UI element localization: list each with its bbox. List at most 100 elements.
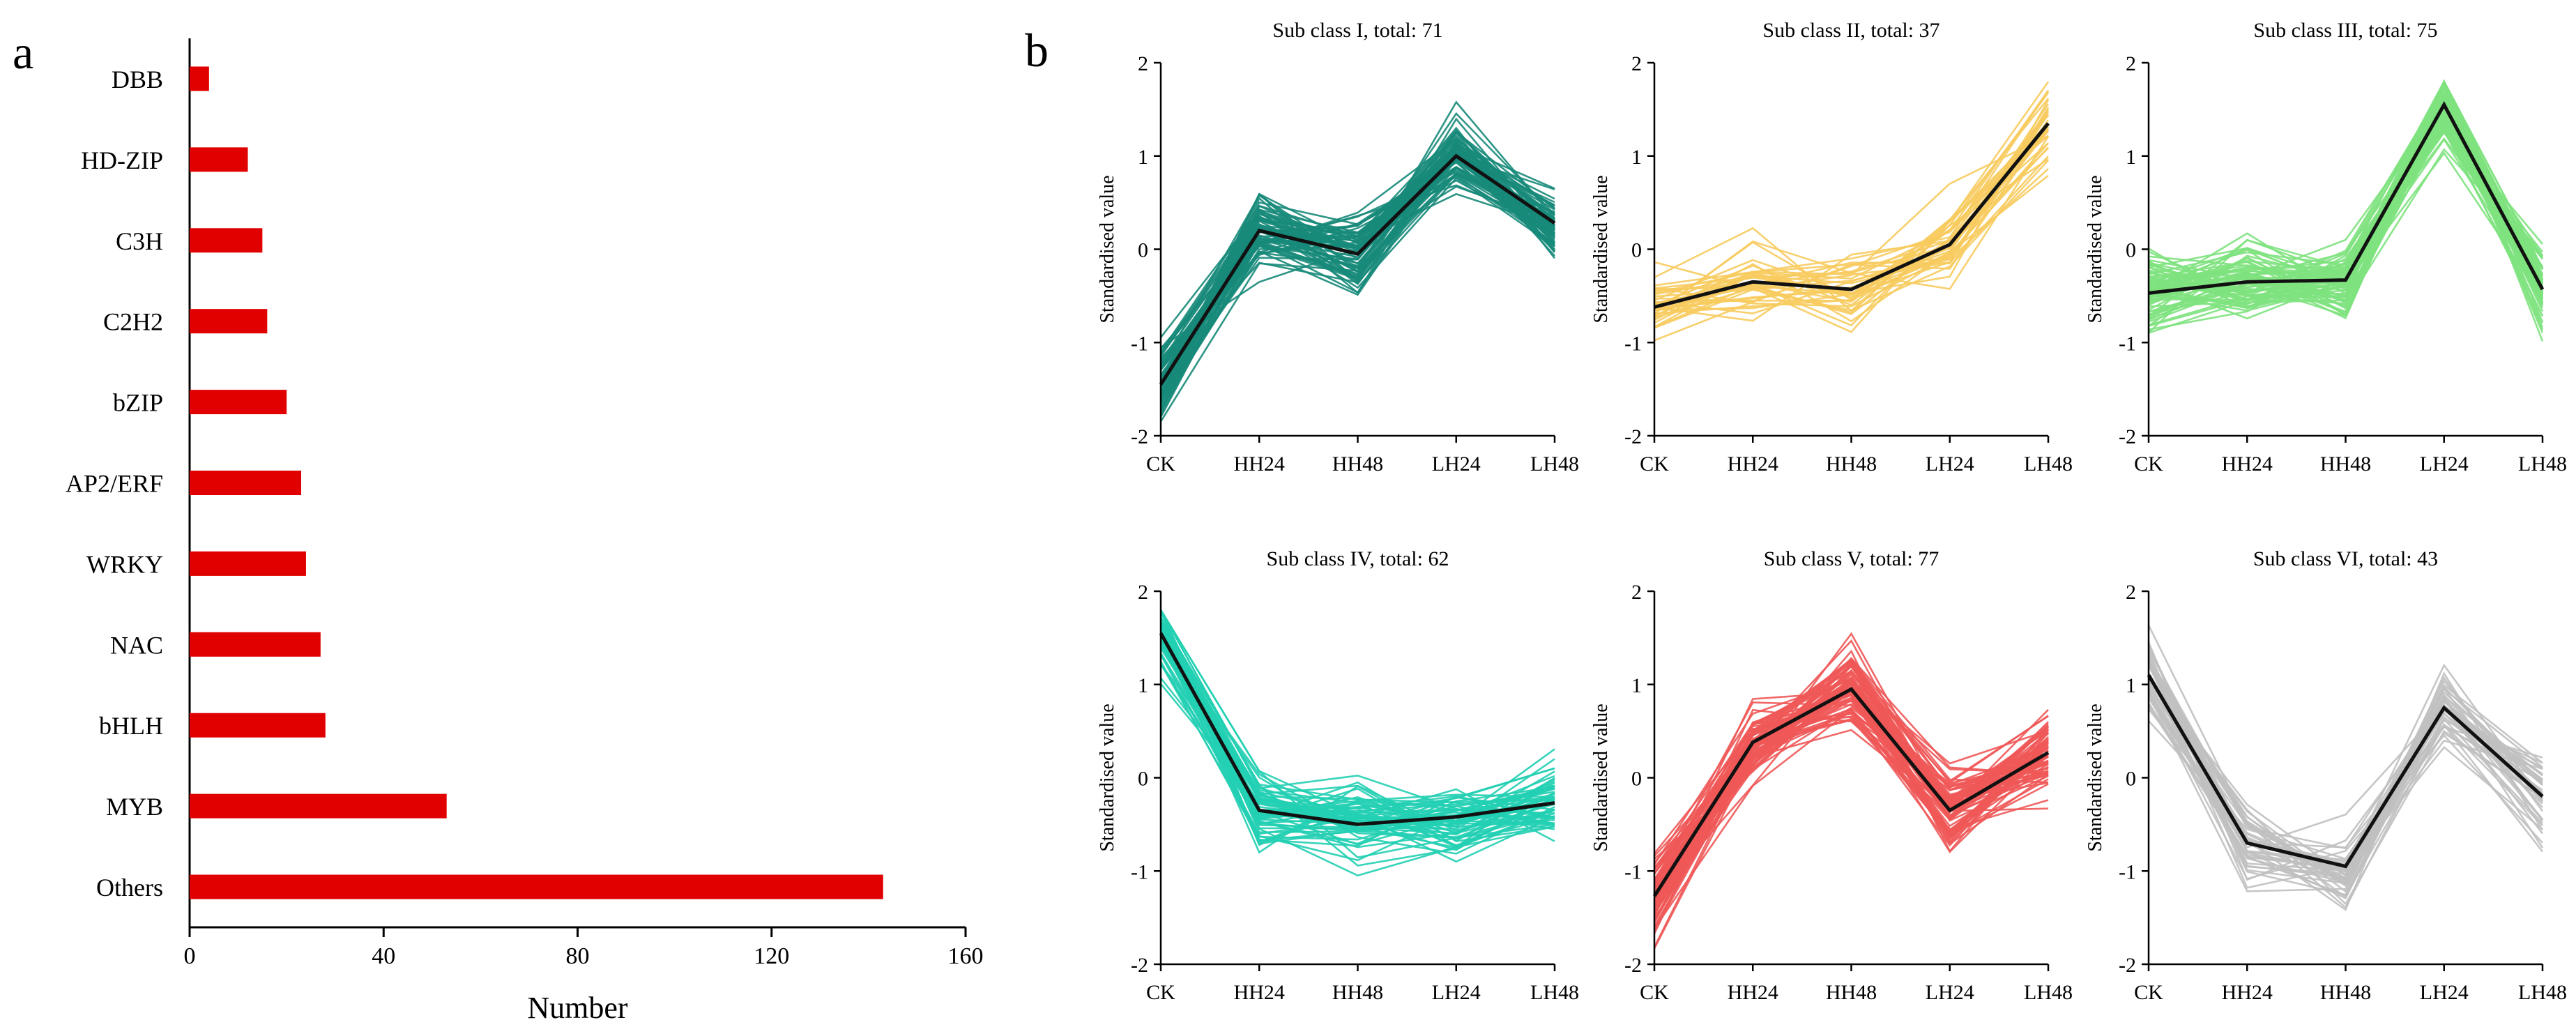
profile-line (1159, 641, 1555, 855)
x-tick-label-ck: CK (2134, 452, 2163, 476)
profile-line (1159, 144, 1555, 380)
x-tick-label-lh24: LH24 (1432, 452, 1481, 476)
y-tick-label: -2 (2119, 425, 2136, 448)
bar-ap2-erf (190, 471, 301, 495)
y-tick-label: -2 (1131, 954, 1148, 977)
y-tick-label: 0 (2126, 239, 2136, 262)
subplot-6: -2 -1 0 1 2 CK HH24 HH48 LH24 LH48 Sub class VI, t… (2085, 547, 2567, 1004)
profile-line (1653, 699, 2049, 914)
subplot-3: -2 -1 0 1 2 CK HH24 HH48 LH24 LH48 Sub class III, … (2085, 19, 2567, 476)
y-tick-label: 2 (1138, 52, 1148, 75)
profile-line (1653, 719, 2049, 915)
profile-line (1159, 126, 1556, 402)
subplot-5: -2 -1 0 1 2 CK HH24 HH48 LH24 LH48 Sub class V, to… (1590, 547, 2073, 1004)
x-tick-label-hh48: HH48 (1826, 452, 1877, 476)
profile-line (2148, 79, 2544, 289)
line-chart-grid-panel-b: -2 -1 0 1 2 CK HH24 HH48 LH24 LH48 Sub class I, to… (1097, 19, 2567, 1004)
bar-bzip (190, 390, 287, 415)
y-tick-label: -2 (2119, 954, 2136, 977)
profile-line (1653, 632, 2049, 896)
mean-line-2 (1654, 122, 2050, 309)
profile-line (1654, 678, 2049, 857)
profile-line (1159, 179, 1555, 356)
bar-bhlh (190, 713, 326, 738)
x-tick-label-lh48: LH48 (1530, 452, 1579, 476)
profile-lines-3 (2148, 79, 2544, 342)
profile-line (1654, 124, 2050, 342)
x-axis-title: Number (527, 991, 628, 1025)
profile-line (1653, 657, 2049, 920)
profile-line (2147, 683, 2543, 876)
bar-label-nac: NAC (110, 631, 163, 659)
x-tick-label-ck: CK (1146, 981, 1175, 1004)
subplot-title-2: Sub class II, total: 37 (1762, 19, 1939, 42)
bar-others (190, 874, 883, 899)
profile-line (1159, 663, 1555, 862)
profile-line (2147, 687, 2543, 882)
y-tick-label: -1 (2119, 332, 2136, 355)
profile-line (1654, 114, 2050, 315)
x-tick-label-hh48: HH48 (2320, 981, 2371, 1004)
profile-line (2148, 94, 2544, 305)
profile-line (1653, 715, 2049, 894)
profile-line (1159, 172, 1555, 423)
subplot-title-6: Sub class VI, total: 43 (2253, 547, 2438, 570)
y-tick-label: 0 (2126, 768, 2136, 791)
mean-line-4 (1159, 632, 1555, 826)
profile-line (1654, 130, 2050, 307)
x-tick-label-lh24: LH24 (1926, 452, 1974, 476)
profile-line (1654, 168, 2049, 310)
bar-myb (190, 793, 447, 819)
profile-line (1159, 616, 1555, 832)
y-tick-label: 2 (2126, 52, 2136, 75)
profile-lines-1 (1159, 100, 1556, 423)
x-tick-label-120: 120 (754, 943, 789, 969)
y-tick-label: -2 (1624, 425, 1642, 448)
x-tick-label-ck: CK (1146, 452, 1175, 476)
x-tick-label-lh24: LH24 (1926, 981, 1974, 1004)
x-tick-label-hh48: HH48 (1332, 981, 1383, 1004)
profile-line (1159, 609, 1555, 843)
y-tick-label: -2 (1624, 954, 1642, 977)
x-tick-label-ck: CK (1640, 981, 1669, 1004)
x-tick-label-hh48: HH48 (1826, 981, 1877, 1004)
x-tick-label-hh24: HH24 (1728, 452, 1778, 476)
x-tick-label-hh48: HH48 (1332, 452, 1383, 476)
x-tick-label-lh48: LH48 (2518, 452, 2567, 476)
y-tick-label: 2 (2126, 581, 2136, 604)
bar-chart-panel-a: DBB HD-ZIP C3H C2H2 bZIP AP2/ERF WRKY NAC bHLH MY… (66, 38, 984, 1025)
profile-line (1159, 630, 1555, 821)
profile-line (1159, 623, 1555, 836)
x-tick-label-hh24: HH24 (1728, 981, 1778, 1004)
y-tick-label: 1 (2126, 146, 2136, 169)
y-tick-label: -2 (1131, 425, 1148, 448)
profile-line (1159, 154, 1555, 363)
y-axis-title: Standardised value (1097, 175, 1118, 323)
profile-line (1159, 609, 1555, 859)
subplot-2: -2 -1 0 1 2 CK HH24 HH48 LH24 LH48 Sub class II, t… (1590, 19, 2073, 476)
profile-line (1159, 609, 1555, 816)
profile-line (1159, 618, 1555, 840)
mean-line-5 (1652, 687, 2050, 897)
bar-label-c2h2: C2H2 (103, 308, 163, 336)
profile-line (2148, 119, 2544, 297)
y-tick-label: -1 (1131, 860, 1148, 883)
y-tick-label: -1 (1624, 332, 1642, 355)
panel-letter-a: a (13, 26, 33, 79)
mean-line-6 (2147, 674, 2544, 869)
y-tick-label: -1 (2119, 860, 2136, 883)
y-tick-label: 0 (1631, 768, 1642, 791)
y-tick-label: 2 (1631, 52, 1642, 75)
profile-lines-2 (1654, 81, 2050, 342)
profile-line (2147, 664, 2543, 893)
bar-hd-zip (190, 147, 248, 172)
profile-line (1653, 706, 2049, 908)
x-tick-label-lh24: LH24 (2420, 452, 2469, 476)
bar-c3h (190, 228, 263, 253)
bar-label-ap2-erf: AP2/ERF (66, 470, 163, 498)
y-tick-label: 2 (1138, 581, 1148, 604)
bar-label-others: Others (96, 874, 163, 902)
x-tick-label-40: 40 (372, 943, 395, 969)
subplot-title-3: Sub class III, total: 75 (2253, 19, 2437, 42)
profile-line (1159, 137, 1555, 399)
